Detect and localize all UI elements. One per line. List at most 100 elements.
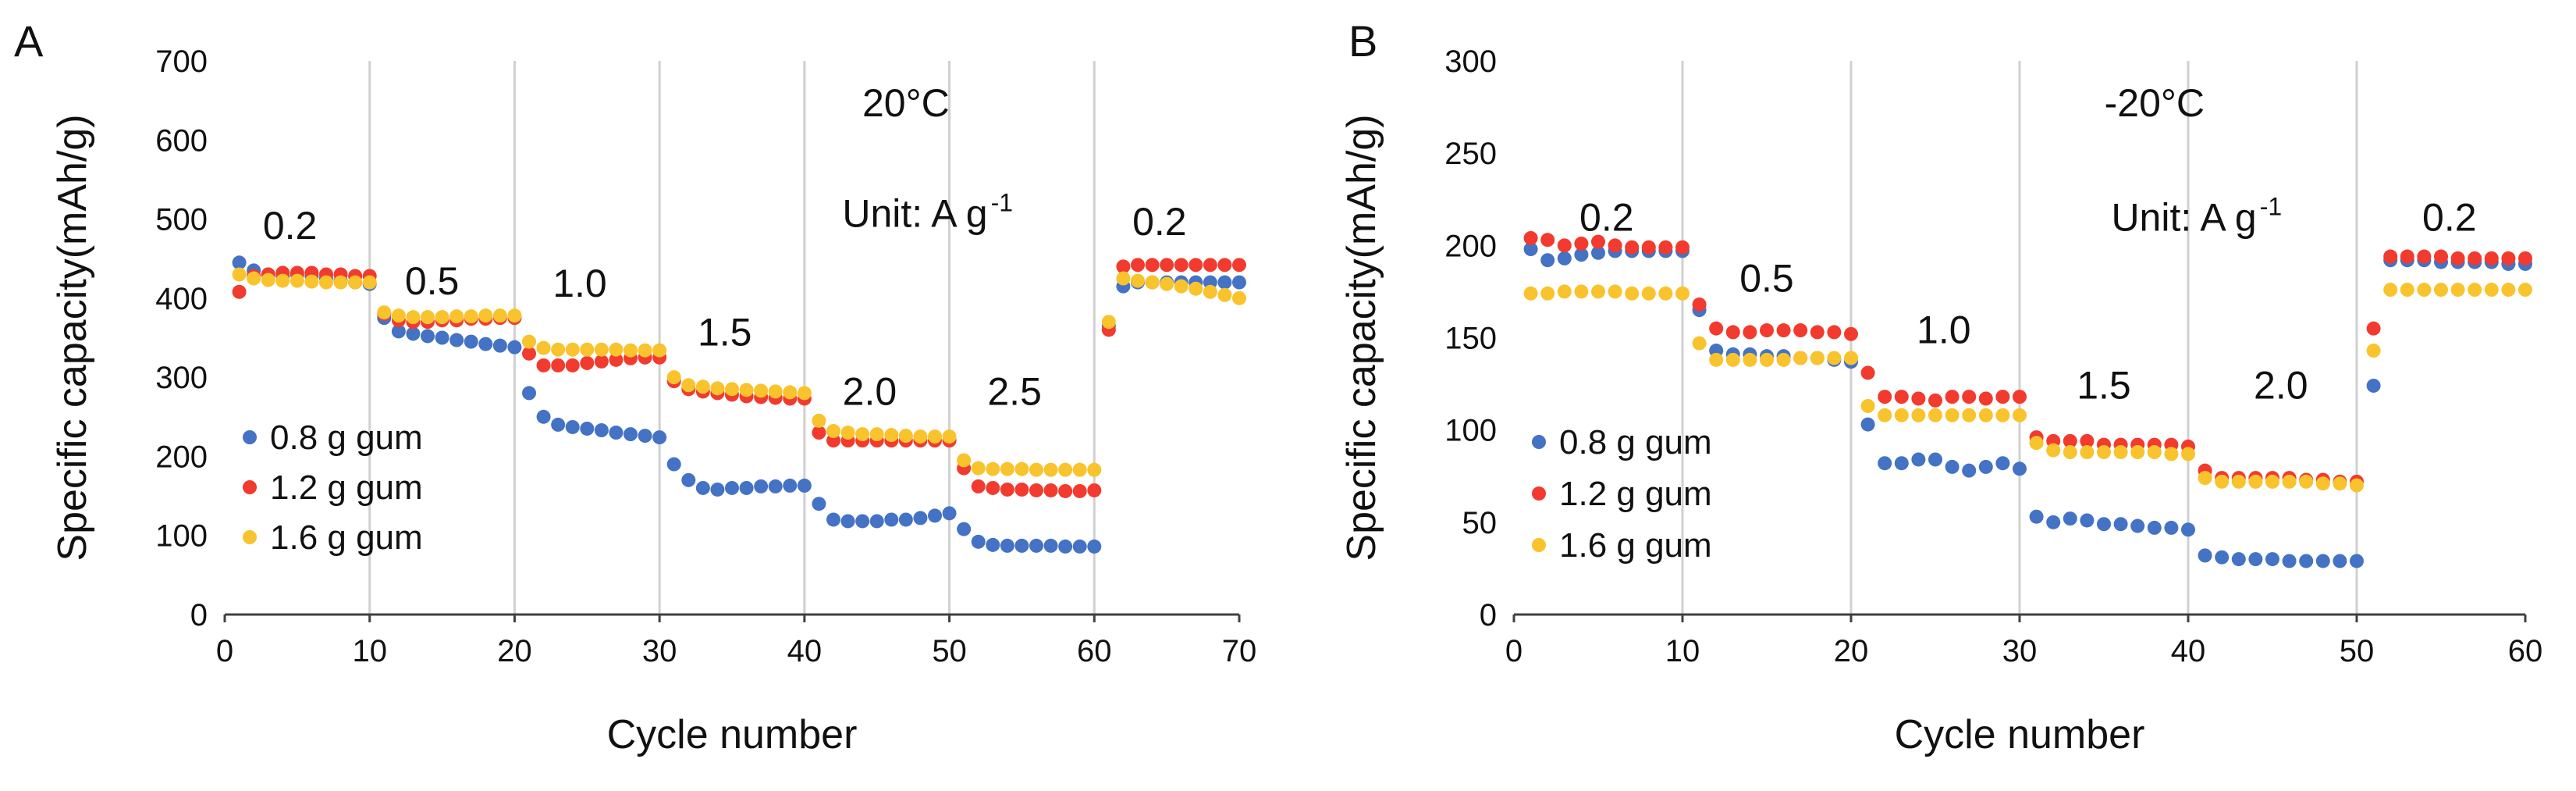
data-point [2501, 283, 2516, 298]
data-point [391, 308, 406, 323]
chart-annotation: 1.0 [1917, 308, 1971, 352]
data-point [2315, 476, 2330, 491]
data-point [551, 417, 566, 432]
legend: 0.8 g gum 1.2 g gum 1.6 g gum [1532, 423, 1712, 565]
data-point [1878, 408, 1892, 422]
data-point [986, 461, 1000, 476]
data-point [449, 333, 464, 347]
data-point [2063, 511, 2077, 526]
data-point [2013, 408, 2027, 422]
data-point [1760, 352, 1774, 367]
data-point [1860, 365, 1875, 380]
data-point [1029, 462, 1043, 477]
data-point [2518, 283, 2532, 298]
data-point [638, 429, 652, 444]
data-point [2231, 552, 2246, 567]
data-point [928, 508, 942, 523]
data-point [1029, 538, 1043, 553]
data-point [2282, 474, 2297, 489]
data-point [797, 386, 812, 401]
data-point [565, 358, 580, 372]
data-point [2046, 515, 2061, 529]
data-point [609, 352, 624, 367]
data-point [898, 512, 913, 527]
data-point [884, 428, 899, 443]
chart-annotation: 2.0 [843, 370, 897, 414]
data-point [1844, 351, 1858, 365]
data-point [1029, 483, 1043, 497]
x-tick-label: 10 [352, 634, 387, 668]
data-point [1894, 456, 1909, 471]
data-point [377, 305, 392, 320]
data-point [1995, 456, 2010, 471]
data-point [2434, 283, 2448, 298]
data-point [232, 284, 247, 299]
data-point [1995, 408, 2010, 422]
y-tick-label: 100 [1444, 414, 1497, 448]
data-point [1000, 461, 1014, 476]
data-point [1014, 538, 1029, 553]
data-point [2434, 249, 2448, 264]
chart-annotation: Unit: A g -1 [2111, 192, 2282, 239]
data-point [2181, 522, 2195, 537]
data-point [2450, 251, 2465, 265]
data-point [1675, 240, 1690, 255]
data-point [1641, 286, 1656, 301]
data-point [812, 497, 826, 511]
data-point [1000, 538, 1014, 553]
data-point [609, 426, 624, 440]
data-point [884, 512, 899, 527]
data-point [2013, 461, 2027, 476]
y-tick-label: 200 [1444, 229, 1497, 263]
data-point [551, 358, 566, 372]
data-point [522, 386, 536, 401]
data-point [1174, 258, 1189, 273]
data-point [319, 275, 333, 290]
data-point [1058, 483, 1073, 498]
data-point [1810, 325, 1825, 340]
x-tick-label: 30 [2002, 634, 2038, 668]
series-0-8-g-gum [1523, 242, 2532, 568]
data-point [1625, 240, 1640, 255]
data-point [971, 479, 986, 493]
data-point [2029, 509, 2044, 524]
data-point [1557, 251, 1572, 265]
data-point [1608, 238, 1622, 253]
data-point [435, 330, 449, 345]
data-point [971, 534, 986, 549]
data-point [2417, 283, 2432, 298]
data-point [565, 419, 580, 434]
data-point [2265, 474, 2279, 489]
data-point [1709, 321, 1724, 336]
data-point [2080, 433, 2095, 448]
data-point [580, 421, 595, 436]
data-point [942, 429, 957, 444]
data-point [464, 334, 478, 349]
data-point [565, 342, 580, 357]
data-point [2315, 554, 2330, 568]
data-point [1043, 483, 1058, 497]
data-point [1878, 390, 1892, 404]
data-point [2013, 390, 2027, 404]
data-point [536, 358, 551, 372]
data-point [478, 337, 493, 351]
chart-annotation: -20°C [2105, 81, 2205, 125]
data-point [624, 343, 638, 358]
data-point [2046, 443, 2061, 458]
data-point [695, 480, 710, 495]
legend-marker [1532, 538, 1546, 552]
data-point [232, 267, 247, 282]
data-point [898, 429, 913, 444]
panel-letter: A [14, 16, 44, 66]
y-tick-label: 150 [1444, 322, 1497, 356]
data-point [695, 379, 710, 394]
y-tick-label: 250 [1444, 137, 1497, 171]
data-point [913, 429, 928, 444]
data-point [1860, 398, 1875, 413]
data-point [1101, 315, 1116, 330]
data-point [855, 514, 870, 529]
x-tick-label: 0 [1505, 634, 1523, 668]
data-point [1160, 276, 1174, 291]
data-point [1810, 351, 1825, 365]
data-point [1087, 539, 1102, 554]
